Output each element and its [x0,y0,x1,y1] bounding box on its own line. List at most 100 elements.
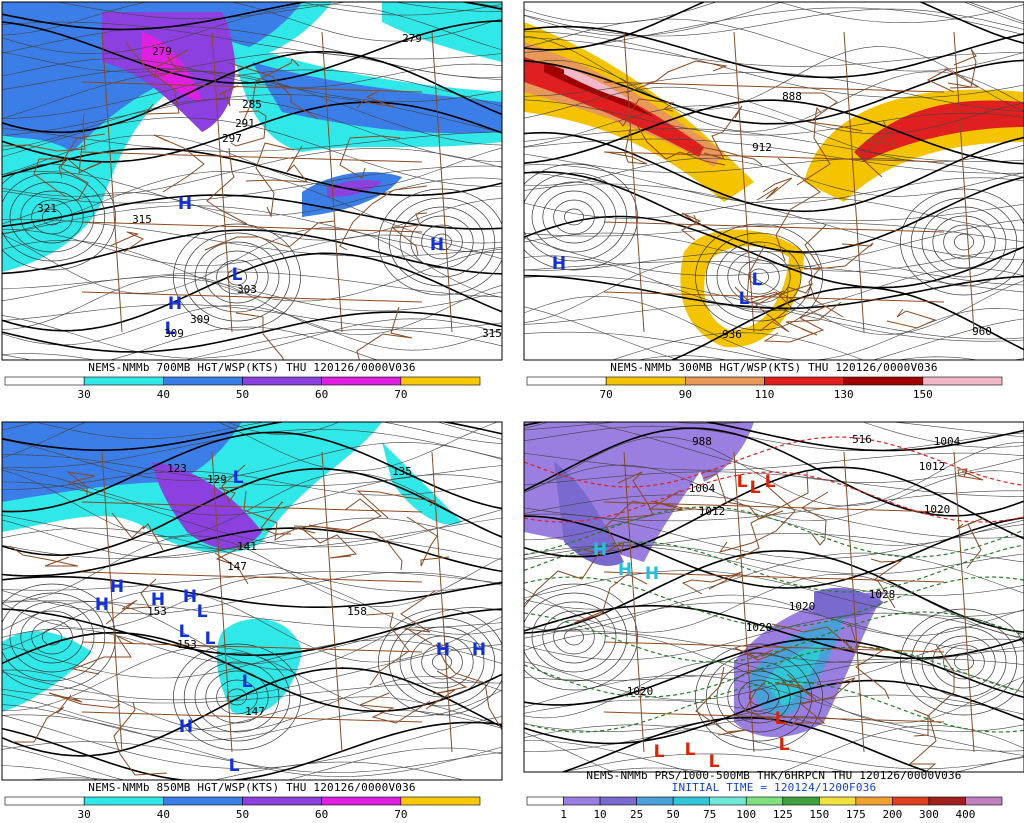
closed-contour [421,644,463,680]
border [908,709,937,772]
colorbar-swatch [163,376,243,386]
contour [524,35,1024,112]
contour [524,494,1024,539]
thickness-line [524,611,1024,663]
border [843,451,865,753]
contour-label: 315 [482,327,502,340]
colorbar-label: 1 [560,808,567,819]
contour-bold [2,311,502,353]
contour-label: 279 [402,32,422,45]
colorbar-label: 90 [679,388,692,401]
contour [2,439,502,481]
border [792,677,856,724]
contour [2,70,502,146]
closed-contour [695,643,823,751]
colorbar-swatch [819,796,857,806]
contour [2,276,502,312]
contour-label: 1012 [919,460,946,473]
border [218,85,238,107]
closed-contour [749,268,769,286]
contour [2,353,464,360]
contour-label: 988 [692,435,712,448]
colorbar-swatch [400,376,481,386]
colorbar-swatch [563,796,601,806]
contour [393,2,502,12]
border [113,701,168,776]
colorbar-label: 110 [755,388,775,401]
pressure-center: H [95,595,109,615]
contour [524,632,1024,683]
thickness-line [524,681,1024,733]
closed-contour [194,241,280,313]
contour-bold [524,515,1024,589]
border [356,306,413,360]
closed-contour [705,232,813,322]
colorbar-swatch [599,796,637,806]
colorbar-swatch [321,796,402,806]
contour-bold [524,131,1024,213]
shaded-area [564,67,634,102]
border [775,157,821,262]
colorbar-label: 400 [956,808,976,819]
border [957,468,984,481]
contour [524,8,1024,37]
closed-contour [173,223,301,331]
closed-contour [954,653,974,671]
contour [524,331,1024,360]
contour [226,422,341,435]
closed-contour [553,619,595,655]
colorbar-label: 150 [913,388,933,401]
border [796,106,831,186]
closed-contour [524,592,628,682]
contour [524,570,1024,617]
contour-label: 123 [167,462,187,475]
colorbar-swatch [4,376,85,386]
border [763,304,830,343]
contour [2,315,502,359]
border [111,512,164,551]
border [785,301,842,336]
colorbar-swatch [83,376,164,386]
contour [2,745,502,780]
border [211,451,233,753]
border [9,545,79,567]
contour [2,537,502,560]
contour-bold [2,252,502,332]
shaded-area [252,62,502,134]
pressure-center: L [205,629,216,649]
border [926,68,980,93]
closed-contour [524,583,638,691]
pressure-center: H [645,564,659,584]
closed-contour [910,617,1018,707]
contour [524,513,1024,559]
contour [2,600,502,629]
colorbar-swatch [782,796,820,806]
border [81,221,423,233]
pressure-center: H [151,590,165,610]
contour [2,589,502,663]
contour-label: 1028 [869,588,896,601]
border [703,105,743,160]
map-layers: 888 912 H LL 936 960 [524,2,1024,360]
contour [524,219,1024,276]
pressure-center: L [737,472,748,492]
contour [2,644,502,701]
contour [524,464,1024,522]
contour [2,127,502,152]
contour-bold [524,171,1024,253]
pressure-center: L [709,752,720,772]
border [778,283,814,303]
border [681,212,702,241]
colorbar-label: 25 [630,808,643,819]
contour-label: 1020 [789,600,816,613]
contour-label: 279 [152,45,172,58]
colorbar-swatch [636,796,674,806]
border [109,231,145,253]
contour-label: 135 [392,465,412,478]
border [68,144,104,174]
contour [524,573,1024,638]
closed-contour [2,592,106,682]
pressure-center: H [183,587,197,607]
